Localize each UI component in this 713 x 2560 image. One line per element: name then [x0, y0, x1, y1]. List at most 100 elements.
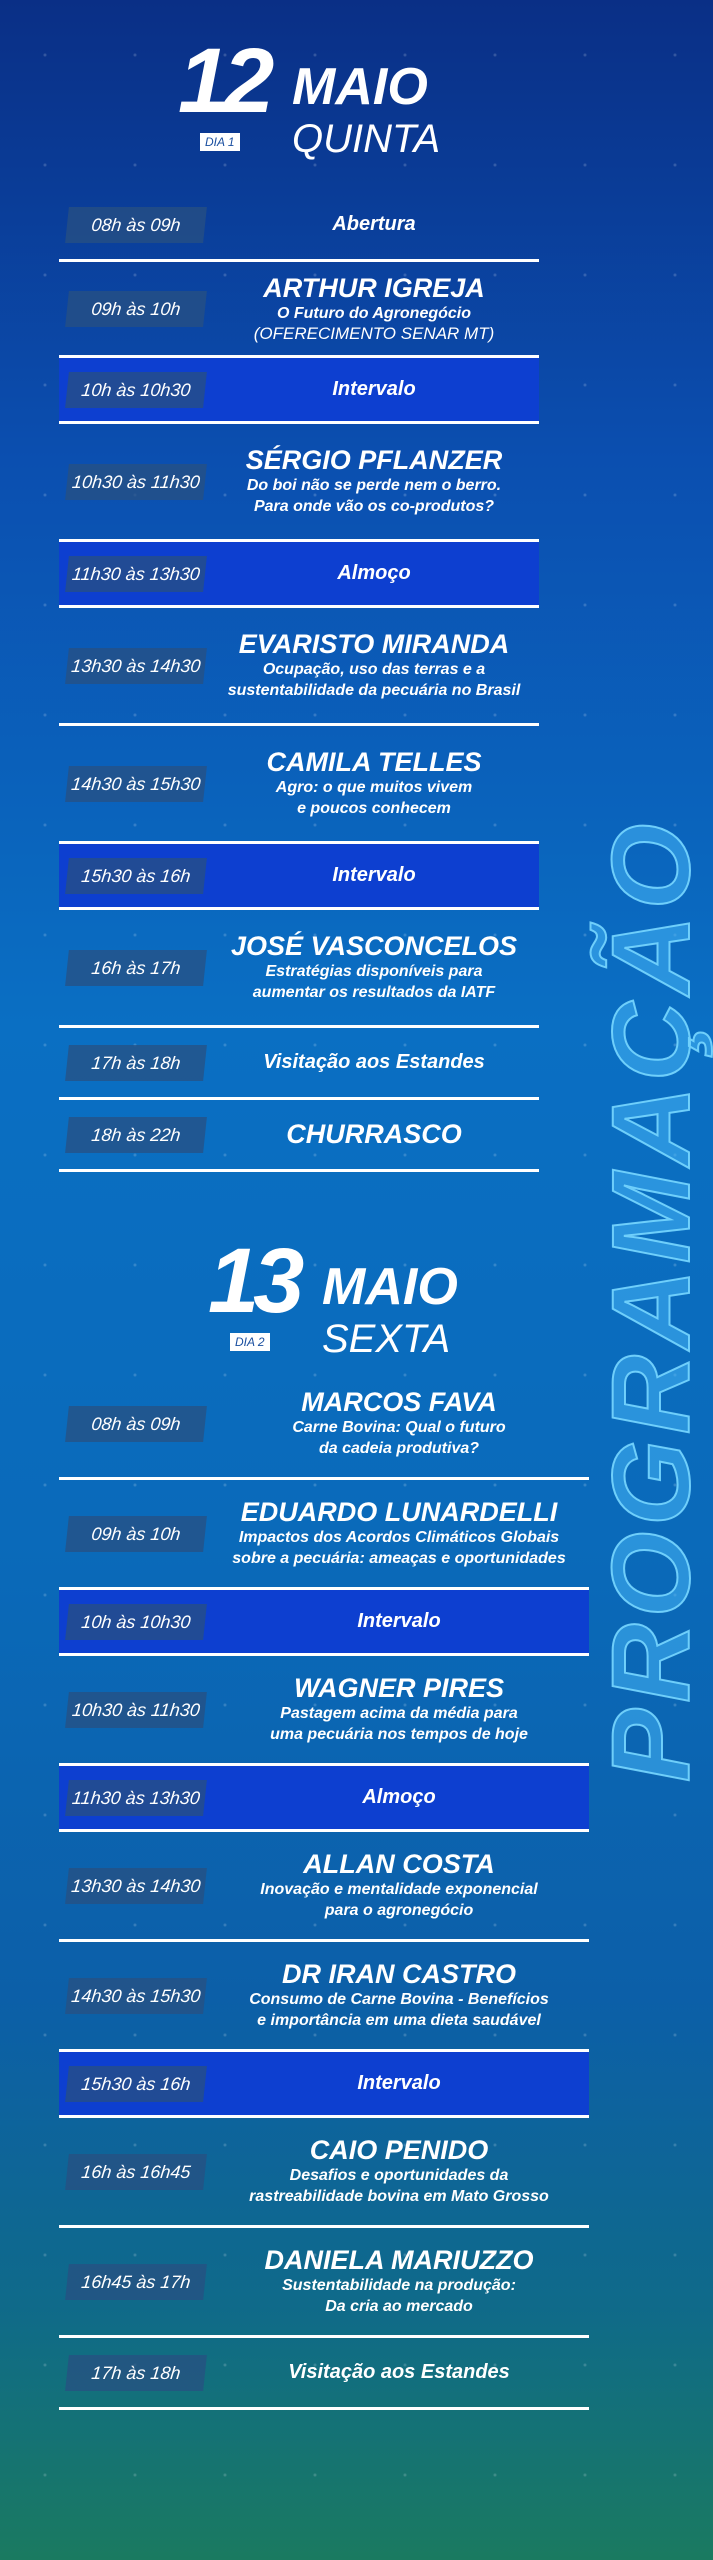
speaker-name: ALLAN COSTA [303, 1849, 495, 1880]
talk-title-line: Consumo de Carne Bovina - Benefícios [249, 1991, 549, 2009]
session-title: Intervalo [357, 1610, 441, 1632]
session-title: Intervalo [357, 2072, 441, 2094]
time-badge: 15h30 às 16h [65, 857, 207, 894]
talk-title-line: Desafios e oportunidades da [289, 2167, 509, 2185]
time-label: 11h30 às 13h30 [71, 1787, 201, 1807]
talk-title-line: Sustentabilidade na produção: [282, 2277, 516, 2295]
session-title: Intervalo [332, 378, 416, 400]
time-badge: 10h30 às 11h30 [65, 1691, 207, 1728]
time-label: 18h às 22h [90, 1124, 182, 1144]
time-badge: 10h30 às 11h30 [65, 463, 207, 500]
break-row: 15h30 às 16h Intervalo [59, 844, 539, 910]
weekday: SEXTA [322, 1317, 451, 1361]
talk-title-line: uma pecuária nos tempos de hoje [270, 1726, 528, 1744]
sponsor-note: (OFERECIMENTO SENAR MT) [253, 324, 495, 344]
talk-title-line: Da cria ao mercado [325, 2298, 473, 2316]
time-badge: 14h30 às 15h30 [65, 1977, 207, 2014]
talk-title-line: Agro: o que muitos vivem [275, 779, 473, 797]
schedule-row: 18h às 22h CHURRASCO [59, 1100, 539, 1172]
day-number: 13 [208, 1230, 304, 1332]
schedule-row: 17h às 18h Visitação aos Estandes [59, 2338, 589, 2410]
time-badge: 13h30 às 14h30 [65, 647, 207, 684]
time-badge: 10h às 10h30 [65, 1603, 207, 1640]
day-badge: DIA 2 [230, 1333, 270, 1352]
time-label: 10h30 às 11h30 [71, 471, 201, 491]
time-label: 13h30 às 14h30 [70, 655, 202, 675]
schedule-row: 10h30 às 11h30 WAGNER PIRES Pastagem acima… [59, 1656, 589, 1766]
day-header: 13 MAIO SEXTA DIA 2 [0, 1235, 713, 1365]
session-title: Intervalo [332, 864, 416, 886]
schedule-row: 10h30 às 11h30 SÉRGIO PFLANZER Do boi não … [59, 424, 539, 542]
time-badge: 10h às 10h30 [65, 371, 207, 408]
time-label: 16h45 às 17h [80, 2271, 192, 2291]
talk-title-line: Para onde vão os co-produtos? [253, 498, 495, 516]
talk-title-line: e poucos conhecem [297, 800, 451, 818]
break-row: 10h às 10h30 Intervalo [59, 1590, 589, 1656]
talk-title-line: Ocupação, uso das terras e a [262, 661, 486, 679]
speaker-name: EVARISTO MIRANDA [238, 629, 510, 660]
time-label: 09h às 10h [90, 298, 182, 318]
session-title: Abertura [332, 213, 416, 235]
talk-title-line: rastreabilidade bovina em Mato Grosso [249, 2188, 549, 2206]
speaker-name: SÉRGIO PFLANZER [245, 445, 503, 476]
time-label: 10h30 às 11h30 [71, 1699, 201, 1719]
schedule-row: 16h45 às 17h DANIELA MARIUZZO Sustentabili… [59, 2228, 589, 2338]
speaker-name: EDUARDO LUNARDELLI [240, 1497, 558, 1528]
schedule-row: 09h às 10h EDUARDO LUNARDELLI Impactos dos… [59, 1480, 589, 1590]
speaker-name: MARCOS FAVA [301, 1387, 497, 1418]
time-label: 08h às 09h [90, 1413, 182, 1433]
talk-title-line: da cadeia produtiva? [318, 1440, 480, 1458]
break-row: 15h30 às 16h Intervalo [59, 2052, 589, 2118]
schedule-row: 08h às 09h MARCOS FAVA Carne Bovina: Qual … [59, 1370, 589, 1480]
schedule-row: 14h30 às 15h30 DR IRAN CASTRO Consumo de C… [59, 1942, 589, 2052]
schedule-list: 08h às 09h MARCOS FAVA Carne Bovina: Qual … [59, 1370, 589, 2410]
schedule-row: 13h30 às 14h30 EVARISTO MIRANDA Ocupação, … [59, 608, 539, 726]
time-label: 10h às 10h30 [80, 1611, 192, 1631]
time-badge: 09h às 10h [65, 290, 207, 327]
time-label: 14h30 às 15h30 [70, 1985, 202, 2005]
session-title: Visitação aos Estandes [263, 1051, 485, 1073]
time-badge: 08h às 09h [65, 1405, 207, 1442]
time-label: 17h às 18h [90, 1052, 182, 1072]
talk-title-line: Impactos dos Acordos Climáticos Globais [238, 1529, 560, 1547]
schedule-row: 09h às 10h ARTHUR IGREJA O Futuro do Agron… [59, 262, 539, 358]
time-badge: 18h às 22h [65, 1116, 207, 1153]
speaker-name: WAGNER PIRES [293, 1673, 505, 1704]
talk-title-line: Do boi não se perde nem o berro. [246, 477, 502, 495]
time-badge: 16h às 16h45 [65, 2153, 207, 2190]
talk-title-line: sobre a pecuária: ameaças e oportunidade… [232, 1550, 566, 1568]
schedule-row: 13h30 às 14h30 ALLAN COSTA Inovação e ment… [59, 1832, 589, 1942]
break-row: 11h30 às 13h30 Almoço [59, 542, 539, 608]
day-1-section: 12 MAIO QUINTA DIA 1 08h às 09h Abertura 0… [0, 35, 713, 1172]
time-badge: 17h às 18h [65, 1044, 207, 1081]
time-badge: 16h às 17h [65, 949, 207, 986]
break-row: 10h às 10h30 Intervalo [59, 358, 539, 424]
time-badge: 08h às 09h [65, 206, 207, 243]
day-header: 12 MAIO QUINTA DIA 1 [0, 35, 713, 165]
day-number: 12 [178, 30, 274, 132]
time-label: 15h30 às 16h [80, 2073, 192, 2093]
talk-title-line: sustentabilidade da pecuária no Brasil [227, 682, 521, 700]
schedule-row: 16h às 17h JOSÉ VASCONCELOS Estratégias di… [59, 910, 539, 1028]
time-label: 08h às 09h [90, 214, 182, 234]
time-label: 15h30 às 16h [80, 865, 192, 885]
time-badge: 11h30 às 13h30 [65, 1779, 207, 1816]
time-badge: 17h às 18h [65, 2354, 207, 2391]
talk-title-line: e importância em uma dieta saudável [257, 2012, 541, 2030]
time-label: 17h às 18h [90, 2362, 182, 2382]
talk-title-line: Estratégias disponíveis para [265, 963, 483, 981]
time-badge: 13h30 às 14h30 [65, 1867, 207, 1904]
time-badge: 14h30 às 15h30 [65, 765, 207, 802]
month: MAIO [292, 58, 428, 116]
speaker-name: DANIELA MARIUZZO [264, 2245, 534, 2276]
schedule-row: 16h às 16h45 CAIO PENIDO Desafios e oportu… [59, 2118, 589, 2228]
time-label: 16h às 16h45 [80, 2161, 192, 2181]
time-label: 14h30 às 15h30 [70, 773, 202, 793]
schedule-row: 08h às 09h Abertura [59, 190, 539, 262]
time-label: 09h às 10h [90, 1523, 182, 1543]
speaker-name: ARTHUR IGREJA [263, 272, 485, 303]
speaker-name: DR IRAN CASTRO [282, 1959, 516, 1990]
schedule-row: 17h às 18h Visitação aos Estandes [59, 1028, 539, 1100]
weekday: QUINTA [292, 117, 441, 161]
speaker-name: CAMILA TELLES [266, 747, 482, 778]
